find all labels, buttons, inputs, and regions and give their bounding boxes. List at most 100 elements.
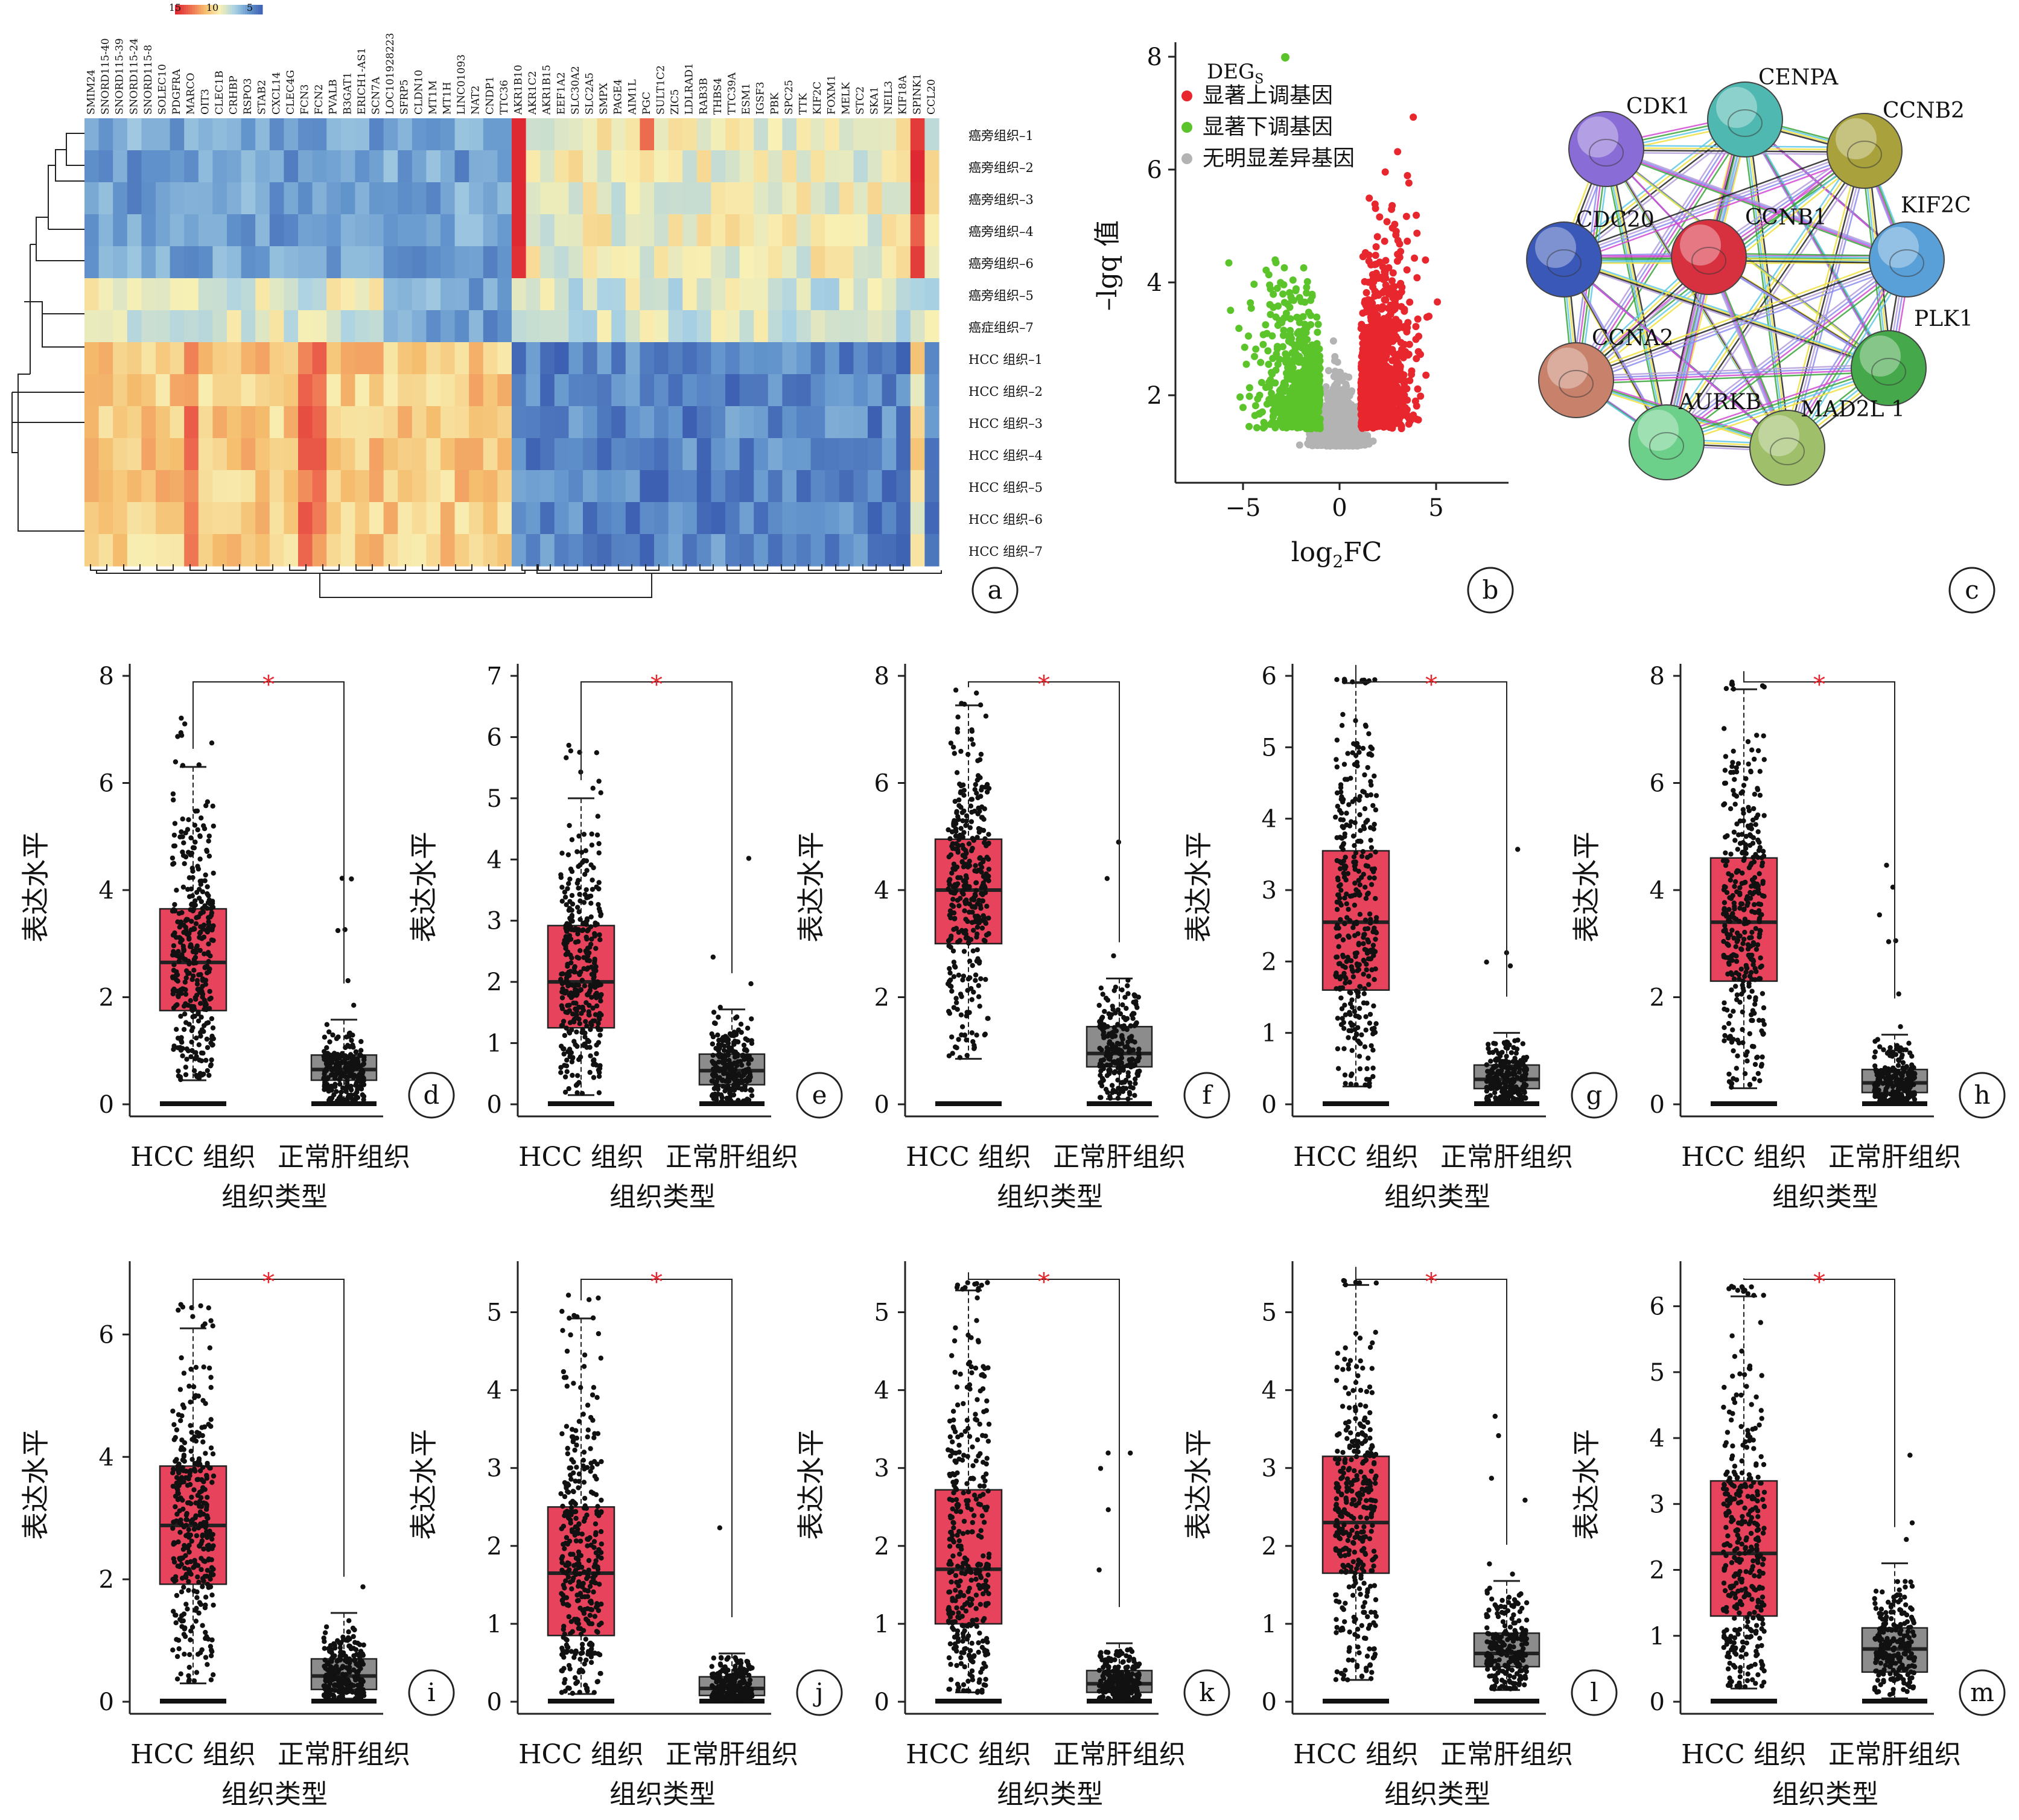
heatmap-cell <box>241 246 256 279</box>
heatmap-cell <box>141 502 156 535</box>
volcano-point <box>1235 325 1243 332</box>
x-axis-label: 组织类型 <box>221 1182 328 1212</box>
heatmap-cell <box>583 214 598 247</box>
heatmap-cell <box>725 278 740 311</box>
volcano-point <box>1331 381 1339 389</box>
data-point <box>585 894 591 900</box>
heatmap-cell <box>398 406 413 439</box>
heatmap-cell <box>597 150 612 183</box>
sample-label: 癌旁组织–5 <box>968 288 1034 303</box>
data-point <box>719 1098 725 1104</box>
heatmap-cell <box>554 310 569 343</box>
heatmap-cell <box>156 534 171 567</box>
heatmap-cell <box>682 118 698 151</box>
volcano-point <box>1309 390 1317 398</box>
heatmap-cell <box>369 470 384 503</box>
data-point <box>206 1072 212 1078</box>
heatmap-cell <box>583 150 598 183</box>
heatmap-cell <box>839 438 854 471</box>
heatmap-cell <box>98 534 113 567</box>
heatmap-cell <box>896 502 911 535</box>
gene-label: ERICH1-AS1 <box>356 48 368 115</box>
gene-label: EEF1A2 <box>555 72 567 115</box>
data-point <box>175 978 180 984</box>
data-point <box>207 988 212 994</box>
gene-label: LOC101928223 <box>384 33 396 115</box>
data-point <box>562 1089 568 1095</box>
heatmap-cell <box>98 342 113 375</box>
heatmap-cell <box>326 118 342 151</box>
volcano-point <box>1401 307 1408 315</box>
volcano-point <box>1298 344 1306 352</box>
heatmap-cell <box>654 406 669 439</box>
data-point <box>198 1001 203 1007</box>
volcano-point <box>1361 439 1369 446</box>
heatmap-cell <box>170 438 185 471</box>
data-point <box>567 921 572 928</box>
heatmap-cell <box>853 502 868 535</box>
data-point <box>562 1032 568 1039</box>
heatmap-cell <box>412 278 427 311</box>
heatmap-cell <box>369 342 384 375</box>
heatmap-cell <box>754 534 769 567</box>
heatmap-cell <box>483 470 498 503</box>
colorbar-segment <box>192 5 196 14</box>
heatmap-cell <box>711 534 726 567</box>
heatmap-cell <box>725 246 740 279</box>
heatmap-cell <box>284 374 299 407</box>
data-point <box>192 822 198 828</box>
data-point <box>332 1084 338 1089</box>
heatmap-cell <box>810 438 825 471</box>
heatmap-cell <box>412 470 427 503</box>
volcano-point <box>1391 305 1399 313</box>
heatmap-cell <box>298 150 313 183</box>
data-point <box>594 1051 599 1057</box>
heatmap-cell <box>383 374 398 407</box>
data-point <box>180 1053 185 1058</box>
heatmap-cell <box>568 406 583 439</box>
heatmap-cell <box>426 214 441 247</box>
data-point <box>337 1077 342 1083</box>
data-point <box>561 941 567 946</box>
data-point <box>205 963 210 969</box>
volcano-point <box>1286 331 1294 339</box>
heatmap-cell <box>868 342 883 375</box>
data-point <box>175 953 180 959</box>
data-point <box>579 978 585 983</box>
data-point <box>206 921 212 928</box>
volcano-point <box>1414 416 1422 424</box>
heatmap-cell <box>312 182 327 215</box>
heatmap-cell <box>156 246 171 279</box>
data-point <box>598 790 603 795</box>
data-point <box>565 964 570 969</box>
x-tick-label: 5 <box>1428 494 1443 522</box>
heatmap-cell <box>227 150 242 183</box>
heatmap-cell <box>796 470 812 503</box>
heatmap-cell <box>369 150 384 183</box>
heatmap-cell <box>896 374 911 407</box>
heatmap-cell <box>426 374 441 407</box>
heatmap-cell <box>696 182 711 215</box>
heatmap-cell <box>98 374 113 407</box>
data-point <box>562 894 568 900</box>
data-point <box>583 1000 589 1005</box>
heatmap-cell <box>412 118 427 151</box>
volcano-point <box>1397 389 1405 396</box>
data-point <box>343 1045 348 1051</box>
heatmap-cell <box>312 310 327 343</box>
heatmap-cell <box>868 182 883 215</box>
heatmap-cell <box>810 406 825 439</box>
data-point <box>590 1018 596 1024</box>
heatmap-cell <box>497 406 512 439</box>
heatmap-cell <box>810 150 825 183</box>
volcano-point <box>1265 271 1273 279</box>
heatmap-cell <box>696 438 711 471</box>
heatmap-cell <box>184 342 199 375</box>
sample-label: HCC 组织–7 <box>968 544 1043 559</box>
data-point <box>567 992 572 998</box>
heatmap-cell <box>141 214 156 247</box>
heatmap-cell <box>554 214 569 247</box>
heatmap-cell <box>725 150 740 183</box>
volcano-point <box>1379 303 1387 311</box>
volcano-point <box>1257 358 1265 366</box>
